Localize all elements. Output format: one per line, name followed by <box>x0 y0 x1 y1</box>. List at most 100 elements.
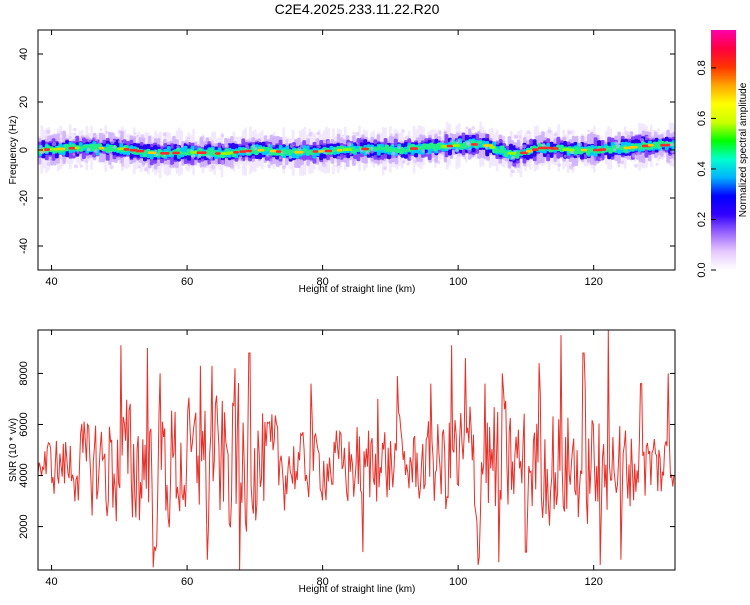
heat-speck <box>658 156 662 160</box>
heat-speck <box>401 160 406 164</box>
heat-core <box>675 141 679 151</box>
heat-peak <box>245 149 252 153</box>
heat-peak <box>623 146 632 150</box>
heat-speck <box>210 164 216 170</box>
heat-core <box>418 146 423 151</box>
heat-core <box>187 148 192 156</box>
heat-speck <box>537 139 540 141</box>
heat-peak <box>135 149 145 153</box>
heat-speck <box>648 137 652 141</box>
snr-x-tick-label: 100 <box>449 576 467 588</box>
heat-speck <box>455 131 461 137</box>
heat-speck <box>87 138 92 143</box>
snr-x-tick-label: 120 <box>585 576 603 588</box>
heat-speck <box>405 135 410 140</box>
spectrogram-x-axis-label: Height of straight line (km) <box>299 284 416 295</box>
heat-speck <box>578 142 583 147</box>
heat-speck <box>449 139 454 143</box>
heat-speck <box>120 163 125 167</box>
heat-peak <box>410 147 418 150</box>
snr-y-axis-label: SNR (10 * v/v) <box>8 418 19 482</box>
heat-speck <box>455 139 460 144</box>
heat-peak <box>312 150 318 153</box>
heat-speck <box>109 164 114 169</box>
heat-speck <box>46 161 51 167</box>
snr-x-axis-label: Height of straight line (km) <box>299 584 416 595</box>
heat-speck <box>440 139 444 144</box>
heat-speck <box>56 135 60 139</box>
heat-core <box>574 146 579 155</box>
heat-speck <box>541 142 546 147</box>
spectrogram-panel: -40 -20 0 20 40 40 60 80 100 120 Height of strai… <box>8 29 679 295</box>
heat-speck <box>40 150 44 154</box>
snr-y-tick-label: 2000 <box>18 514 30 538</box>
heat-core <box>392 147 397 153</box>
heat-speck <box>553 132 558 137</box>
heat-speck <box>297 139 301 144</box>
heat-speck <box>625 131 630 136</box>
heat-peak <box>519 151 529 155</box>
heat-peak <box>196 151 207 154</box>
heat-core <box>373 147 378 151</box>
snr-y-tick-label: 6000 <box>18 412 30 436</box>
heat-peak <box>525 149 533 153</box>
heat-speck <box>534 161 538 165</box>
heat-peak <box>336 148 343 152</box>
heat-speck <box>522 144 527 149</box>
heat-speck <box>220 134 225 138</box>
heat-speck <box>563 136 567 140</box>
heat-core <box>377 145 382 151</box>
heat-speck <box>367 152 370 155</box>
heat-core <box>403 148 408 153</box>
heat-peak <box>99 146 105 150</box>
heat-peak <box>294 150 304 154</box>
heat-speck <box>463 156 467 160</box>
heat-core <box>425 144 430 150</box>
heat-speck <box>613 148 617 151</box>
heat-speck <box>511 156 516 161</box>
heat-speck <box>455 148 460 153</box>
heat-speck <box>356 142 359 145</box>
heat-speck <box>143 167 149 172</box>
heat-speck <box>191 154 196 159</box>
heat-core <box>608 147 613 154</box>
heat-speck <box>336 155 341 160</box>
heat-speck <box>456 152 462 157</box>
heat-speck <box>99 128 103 131</box>
heat-speck <box>656 152 660 157</box>
heat-speck <box>383 166 387 170</box>
heat-speck <box>93 149 98 154</box>
heat-speck <box>342 134 345 137</box>
heat-peak <box>233 151 239 154</box>
heat-speck <box>438 136 442 140</box>
heat-speck <box>162 132 167 137</box>
spectrogram-y-tick-label: 0 <box>18 147 30 153</box>
heat-peak <box>440 145 449 148</box>
heat-speck <box>186 142 190 145</box>
heat-speck <box>666 140 669 144</box>
heat-speck <box>197 154 202 158</box>
heat-peak <box>562 148 570 151</box>
colorbar: 0.0 0.2 0.4 0.6 0.8 Normalized spectral ampl… <box>696 30 749 278</box>
heat-peak <box>471 143 478 146</box>
heat-core <box>183 151 188 156</box>
heat-speck <box>247 138 252 143</box>
heat-speck <box>409 155 414 161</box>
spectrogram-x-tick-label: 100 <box>449 276 467 288</box>
heat-core <box>395 148 401 153</box>
heat-peak <box>160 152 170 155</box>
spectrogram-x-tick-label: 80 <box>316 276 328 288</box>
heat-speck <box>466 140 470 145</box>
heat-speck <box>200 135 205 141</box>
heat-speck <box>349 152 352 156</box>
heat-speck <box>84 158 89 164</box>
heat-speck <box>138 165 141 169</box>
heat-speck <box>68 136 72 140</box>
heat-speck <box>73 132 77 136</box>
heat-speck <box>370 146 374 150</box>
heat-speck <box>576 154 579 157</box>
heat-speck <box>568 163 574 168</box>
heat-speck <box>239 155 243 159</box>
heat-speck <box>134 132 137 135</box>
